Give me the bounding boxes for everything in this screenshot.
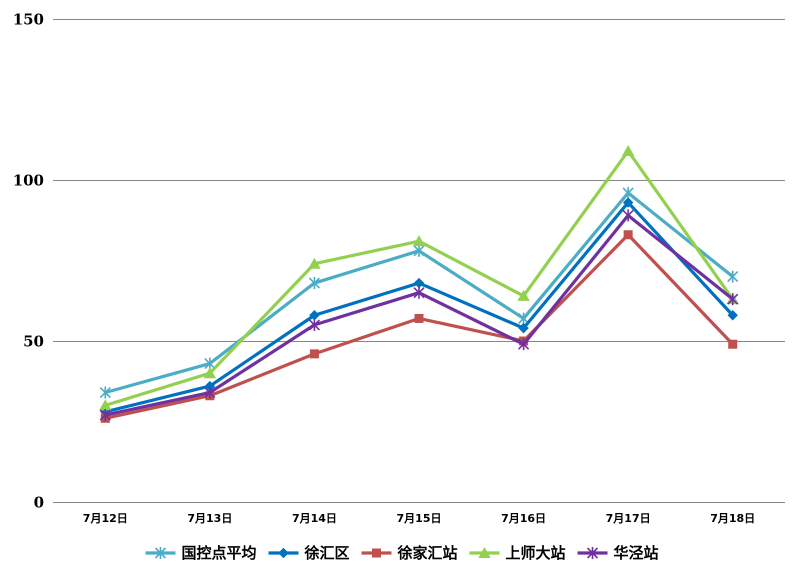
x-tick-label: 7月12日 xyxy=(83,512,128,525)
data-point xyxy=(622,197,634,208)
gridlines xyxy=(53,19,785,503)
legend-item: 徐汇区 xyxy=(268,544,349,562)
legend-label: 华泾站 xyxy=(614,544,659,562)
legend-item: 国控点平均 xyxy=(145,544,256,562)
series-lines xyxy=(99,145,739,423)
legend-marker xyxy=(371,548,381,558)
legend-label: 徐汇区 xyxy=(303,544,349,562)
data-point xyxy=(308,277,320,290)
y-tick-label: 0 xyxy=(34,494,44,512)
x-tick-label: 7月15日 xyxy=(397,512,442,525)
x-tick-label: 7月13日 xyxy=(187,512,232,525)
data-point xyxy=(727,310,738,321)
series-5 xyxy=(99,209,739,422)
data-point xyxy=(518,322,529,334)
data-point xyxy=(623,230,633,240)
data-point xyxy=(308,257,321,269)
y-axis-tick-labels: 0 50 100 150 xyxy=(13,11,44,512)
data-point xyxy=(413,286,425,299)
legend-marker xyxy=(586,547,599,559)
legend: 国控点平均 徐汇区 徐家汇站 上师大站 华泾站 xyxy=(145,544,659,562)
y-tick-label: 50 xyxy=(23,333,44,351)
data-point xyxy=(412,235,426,247)
data-point xyxy=(728,339,738,349)
data-point xyxy=(204,380,216,392)
data-point xyxy=(203,367,217,379)
legend-label: 国控点平均 xyxy=(181,544,256,562)
data-point xyxy=(99,399,112,411)
data-point xyxy=(204,386,216,399)
data-point xyxy=(308,318,320,331)
x-axis-tick-labels: 7月12日 7月13日 7月14日 7月15日 7月16日 7月17日 7月18日 xyxy=(83,512,755,525)
data-point xyxy=(413,244,425,257)
data-point xyxy=(621,145,635,157)
series-4 xyxy=(99,145,739,411)
legend-marker xyxy=(154,547,167,559)
x-tick-label: 7月16日 xyxy=(501,512,546,525)
y-tick-label: 150 xyxy=(13,11,44,29)
data-point xyxy=(727,293,739,306)
data-point xyxy=(413,277,425,289)
legend-item: 华泾站 xyxy=(577,544,659,562)
series-line xyxy=(104,200,734,414)
data-point xyxy=(309,349,319,359)
data-point xyxy=(518,338,530,351)
data-point xyxy=(622,186,634,199)
data-point xyxy=(99,409,111,422)
series-line xyxy=(104,233,734,420)
y-tick-label: 100 xyxy=(13,172,44,190)
x-tick-label: 7月17日 xyxy=(606,512,651,525)
legend-item: 徐家汇站 xyxy=(361,544,458,562)
data-point xyxy=(727,270,739,283)
x-tick-label: 7月14日 xyxy=(292,512,337,525)
series-1 xyxy=(99,186,739,399)
data-point xyxy=(414,313,424,323)
legend-label: 上师大站 xyxy=(506,544,566,562)
data-point xyxy=(309,310,320,321)
x-tick-label: 7月18日 xyxy=(710,512,755,525)
data-point xyxy=(517,289,530,301)
data-point xyxy=(99,386,111,399)
data-point xyxy=(622,209,634,222)
legend-marker xyxy=(278,547,289,559)
series-2 xyxy=(100,197,738,418)
legend-item: 上师大站 xyxy=(469,544,566,562)
legend-marker xyxy=(478,547,491,558)
legend-label: 徐家汇站 xyxy=(396,544,457,562)
